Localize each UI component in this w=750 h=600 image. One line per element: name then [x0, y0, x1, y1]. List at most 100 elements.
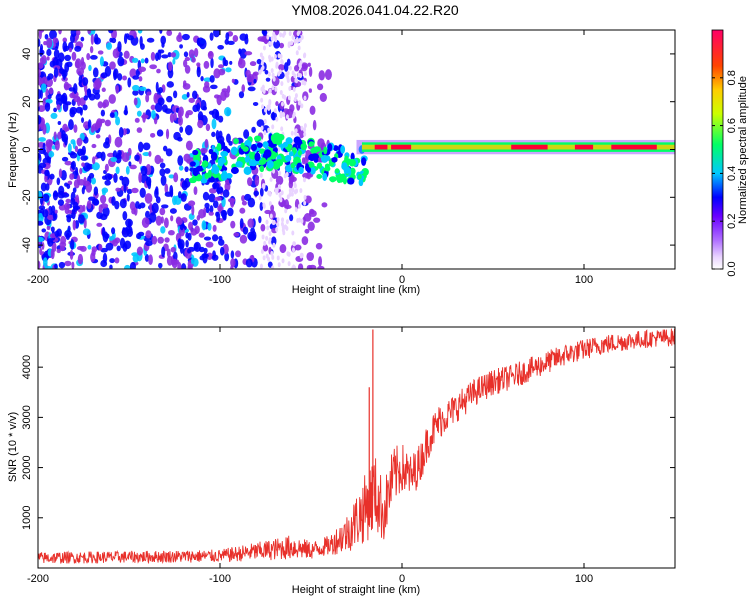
spectrogram-cell: [292, 111, 296, 117]
colorbar-gradient: [711, 29, 724, 270]
spectrogram-cell: [81, 162, 85, 167]
spectrogram-cell: [100, 247, 108, 253]
spectrogram-cell: [41, 55, 47, 65]
spectrogram-cell: [44, 265, 53, 269]
spectrogram-cell: [101, 226, 106, 238]
spectrogram-cell: [205, 207, 210, 214]
spectrogram-cell: [295, 50, 299, 56]
spectrogram-cell: [222, 57, 227, 66]
spectrogram-cell: [162, 145, 168, 152]
spectrogram-cell: [38, 76, 43, 86]
spectrogram-cell: [105, 42, 113, 50]
spectrogram-cell: [38, 105, 46, 112]
spectrogram-cell: [132, 89, 139, 96]
spectrogram-cell: [275, 101, 279, 107]
spectrogram-cell: [129, 261, 136, 269]
spectrogram-cell: [69, 239, 75, 250]
spectrogram-cell: [299, 188, 303, 194]
spectrogram-cell: [75, 194, 80, 205]
spectrogram-cell: [112, 48, 120, 59]
spectrogram-cell: [99, 56, 104, 67]
spectrogram-cell: [79, 167, 83, 175]
spectrogram-cell: [291, 187, 295, 193]
spectrogram-cell: [249, 160, 258, 167]
spectrogram-cell: [225, 32, 230, 41]
spectrogram-cell: [41, 228, 47, 233]
spectrogram-cell: [70, 197, 76, 205]
spectrogram-cell: [281, 258, 285, 264]
spectrogram-cell: [259, 263, 263, 269]
spectrogram-cell: [186, 91, 190, 98]
spectrogram-cell: [146, 37, 155, 43]
spectrogram-cell: [270, 250, 274, 256]
spectrogram-cell: [47, 73, 54, 80]
spectrogram-cell: [70, 139, 76, 145]
spectrogram-cell: [136, 232, 142, 240]
spectrogram-cell: [160, 175, 167, 186]
spectrogram-cell: [151, 202, 159, 214]
spectrogram-cell: [323, 146, 328, 155]
spectrogram-cell: [139, 86, 147, 91]
spectrogram-cell: [284, 224, 288, 230]
spectrogram-cell: [144, 253, 150, 262]
spectrogram-cell: [189, 161, 196, 167]
spectrogram-cell: [43, 148, 47, 156]
spectrogram-cell: [109, 112, 115, 118]
spectrogram-cell: [304, 228, 310, 234]
spectrogram-cell: [133, 97, 138, 106]
spectrogram-cell: [169, 113, 175, 123]
spectrogram-cell: [150, 104, 156, 111]
spectrogram-cell: [185, 110, 194, 116]
spectrogram-cell: [165, 148, 173, 157]
spectrogram-cell: [46, 56, 50, 61]
spectrogram-cell: [135, 201, 140, 209]
spectrogram-cell: [109, 264, 113, 269]
spectrogram-cell: [303, 127, 307, 133]
snr-x-ticks: -200 -100 0 100: [27, 327, 593, 585]
spectrogram-cell: [125, 225, 133, 235]
spectrogram-cell: [285, 155, 292, 162]
spectrogram-cell: [276, 217, 280, 223]
spectrogram-cell: [201, 220, 207, 231]
spectrogram-cell: [132, 75, 140, 80]
snr-y-tick-label: 3000: [21, 405, 33, 429]
spectrogram-x-ticks: -200 -100 0 100: [27, 30, 593, 286]
spectrogram-cell: [259, 165, 265, 173]
spectrogram-cell: [87, 196, 96, 201]
spectrogram-cell: [177, 109, 182, 119]
spectrogram-cell: [310, 147, 318, 154]
spectrogram-cell: [134, 154, 140, 162]
colorbar: 0.0 0.2 0.4 0.6 0.8 Normalized spectral ampl…: [711, 29, 749, 277]
spectrogram-cell: [274, 187, 278, 193]
spectrogram-cell: [205, 123, 211, 132]
spectrogram-cell: [279, 42, 285, 49]
spectrogram-cell: [200, 75, 204, 82]
spectrogram-cell: [159, 162, 166, 169]
spectrogram-cell: [198, 232, 205, 238]
spectrogram-cell: [256, 119, 265, 128]
spectrogram-cell: [148, 254, 153, 266]
spectrogram-cell: [301, 79, 305, 85]
spectrogram-cell: [194, 225, 200, 234]
spectrogram-cell: [172, 58, 176, 65]
spectrogram-cell: [149, 212, 157, 223]
spectrogram-y-tick-label: -20: [21, 189, 33, 205]
spectrogram-cell: [244, 155, 250, 163]
spectrogram-cell: [211, 254, 219, 261]
spectrogram-cell: [282, 230, 286, 236]
spectrogram-cell: [59, 68, 65, 74]
spectrogram-cell: [268, 237, 272, 243]
spectrogram-cell: [92, 67, 99, 78]
spectrogram-cell: [98, 204, 103, 214]
spectrogram-cell: [142, 142, 151, 151]
spectrogram-cell: [78, 179, 85, 186]
spectrogram-cell: [211, 118, 217, 130]
spectrogram-cell: [125, 218, 133, 228]
spectrogram-cell: [62, 95, 68, 103]
spectrogram-cell: [324, 69, 332, 81]
spectrogram-cell: [128, 161, 132, 167]
spectrogram-cell: [220, 150, 229, 157]
spectrogram-cell: [274, 86, 278, 92]
spectrogram-cell: [192, 167, 199, 177]
